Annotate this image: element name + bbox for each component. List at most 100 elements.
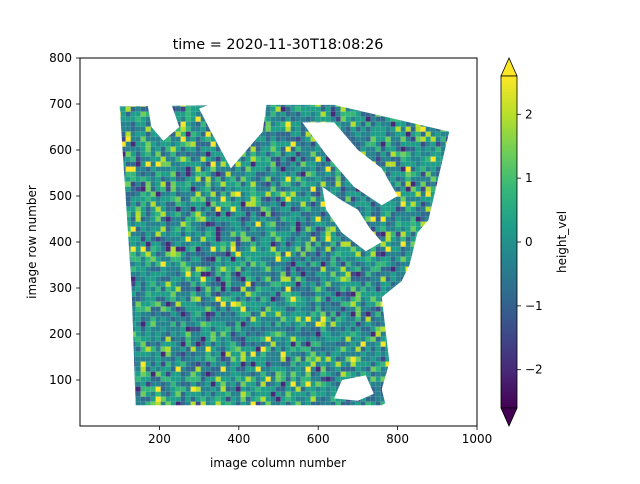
heatmap-cell — [330, 376, 336, 382]
heatmap-cell — [190, 176, 196, 182]
heatmap-cell — [370, 306, 376, 312]
heatmap-cell — [270, 271, 276, 277]
heatmap-cell — [280, 396, 286, 402]
heatmap-cell — [270, 211, 276, 217]
heatmap-cell — [310, 111, 316, 117]
heatmap-cell — [330, 116, 336, 122]
heatmap-cell — [385, 251, 391, 257]
heatmap-cell — [340, 346, 346, 352]
heatmap-cell — [130, 206, 136, 212]
heatmap-cell — [155, 251, 161, 257]
heatmap-cell — [365, 296, 371, 302]
heatmap-cell — [260, 291, 266, 297]
heatmap-cell — [235, 171, 241, 177]
heatmap-cell — [280, 186, 286, 192]
heatmap-cell — [205, 206, 211, 212]
heatmap-cell — [145, 256, 151, 262]
heatmap-cell — [165, 136, 171, 142]
heatmap-cell — [305, 266, 311, 272]
heatmap-cell — [245, 371, 251, 377]
heatmap-cell — [365, 361, 371, 367]
heatmap-cell — [285, 271, 291, 277]
heatmap-cell — [365, 271, 371, 277]
heatmap-cell — [190, 401, 196, 406]
heatmap-cell — [305, 171, 311, 177]
heatmap-cell — [385, 206, 391, 212]
heatmap-cell — [160, 256, 166, 262]
heatmap-cell — [305, 256, 311, 262]
heatmap-cell — [135, 241, 141, 247]
heatmap-cell — [385, 156, 391, 162]
heatmap-cell — [170, 241, 176, 247]
heatmap-cell — [295, 116, 301, 122]
heatmap-cell — [170, 281, 176, 287]
heatmap-cell — [275, 131, 281, 137]
heatmap-cell — [225, 256, 231, 262]
heatmap-cell — [180, 241, 186, 247]
heatmap-cell — [135, 346, 141, 352]
heatmap-cell — [280, 161, 286, 167]
heatmap-cell — [185, 316, 191, 322]
heatmap-cell — [255, 256, 261, 262]
heatmap-cell — [205, 226, 211, 232]
heatmap-cell — [180, 321, 186, 327]
heatmap-cell — [295, 191, 301, 197]
heatmap-cell — [290, 361, 296, 367]
heatmap-cell — [310, 246, 316, 252]
heatmap-cell — [240, 266, 246, 272]
heatmap-cell — [290, 116, 296, 122]
heatmap-cell — [340, 351, 346, 357]
heatmap-cell — [175, 241, 181, 247]
heatmap-cell — [360, 121, 366, 127]
heatmap-cell — [270, 251, 276, 257]
heatmap-cell — [265, 156, 271, 162]
heatmap-cell — [180, 181, 186, 187]
heatmap-cell — [235, 381, 241, 387]
heatmap-cell — [175, 391, 181, 397]
heatmap-cell — [235, 301, 241, 307]
heatmap-cell — [410, 151, 416, 157]
heatmap-cell — [350, 361, 356, 367]
heatmap-cell — [385, 286, 391, 292]
heatmap-cell — [140, 266, 146, 272]
heatmap-cell — [205, 186, 211, 192]
heatmap-cell — [400, 196, 406, 202]
heatmap-cell — [330, 296, 336, 302]
heatmap-cell — [270, 201, 276, 207]
heatmap-cell — [250, 381, 256, 387]
heatmap-cell — [215, 396, 221, 402]
heatmap-cell — [380, 166, 386, 172]
heatmap-cell — [360, 246, 366, 252]
heatmap-cell — [315, 231, 321, 237]
heatmap-cell — [140, 286, 146, 292]
heatmap-cell — [315, 221, 321, 227]
heatmap-cell — [255, 146, 261, 152]
heatmap-cell — [180, 136, 186, 142]
heatmap-cell — [345, 306, 351, 312]
heatmap-cell — [340, 111, 346, 117]
heatmap-cell — [320, 376, 326, 382]
heatmap-cell — [135, 326, 141, 332]
heatmap-cell — [405, 191, 411, 197]
heatmap-cell — [350, 186, 356, 192]
heatmap-cell — [240, 281, 246, 287]
heatmap-cell — [295, 276, 301, 282]
heatmap-cell — [250, 161, 256, 167]
heatmap-cell — [400, 191, 406, 197]
heatmap-cell — [175, 226, 181, 232]
heatmap-cell — [180, 141, 186, 147]
heatmap-cell — [210, 291, 216, 297]
heatmap-cell — [165, 366, 171, 372]
heatmap-cell — [415, 146, 421, 152]
heatmap-cell — [185, 146, 191, 152]
heatmap-cell — [170, 396, 176, 402]
heatmap-cell — [280, 401, 286, 406]
heatmap-cell — [325, 266, 331, 272]
heatmap-cell — [280, 221, 286, 227]
heatmap-cell — [345, 126, 351, 132]
heatmap-cell — [220, 286, 226, 292]
heatmap-cell — [275, 401, 281, 406]
heatmap-cell — [315, 316, 321, 322]
heatmap-cell — [155, 296, 161, 302]
heatmap-cell — [300, 256, 306, 262]
